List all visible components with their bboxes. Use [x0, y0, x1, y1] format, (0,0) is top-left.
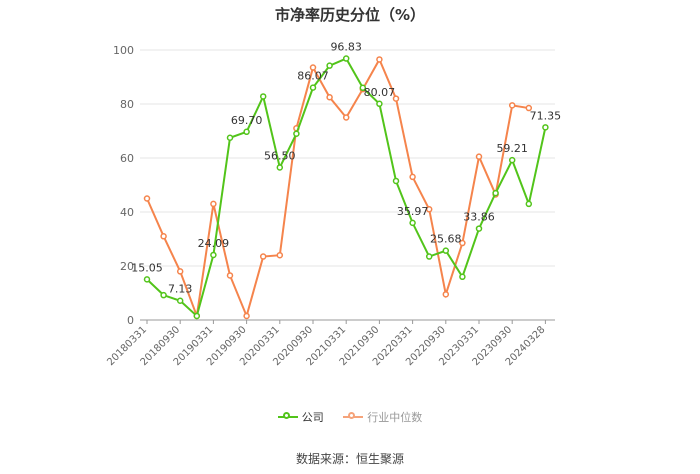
company-data-label: 15.05	[131, 261, 163, 274]
y-tick-label: 60	[120, 152, 134, 165]
company-point	[193, 312, 201, 320]
legend-item-company[interactable]: 公司	[277, 409, 324, 425]
legend-company-line-icon	[277, 412, 298, 419]
industry-point	[243, 312, 250, 320]
company-point	[409, 219, 416, 227]
company-point	[392, 177, 400, 185]
source-note: 数据来源：恒生聚源	[295, 452, 404, 466]
industry-point	[326, 94, 333, 101]
plot-area: 0204060801002018033120180930201903312019…	[105, 41, 561, 369]
industry-point	[459, 239, 466, 247]
company-point	[259, 93, 267, 100]
company-point	[359, 84, 367, 92]
industry-point	[160, 233, 167, 240]
industry-point	[392, 95, 400, 102]
legend: 公司 行业中位数	[0, 408, 700, 425]
company-point	[243, 128, 250, 136]
company-data-label: 80.07	[364, 86, 396, 99]
company-data-label: 69.70	[231, 114, 263, 127]
y-tick-label: 40	[120, 206, 134, 219]
industry-point	[226, 272, 234, 279]
company-point	[376, 100, 383, 108]
company-point	[309, 84, 317, 91]
industry-point	[309, 64, 317, 71]
company-point	[425, 253, 433, 260]
industry-point	[525, 104, 533, 112]
company-point	[508, 156, 516, 164]
company-data-label: 7.13	[168, 283, 193, 296]
company-data-label: 71.35	[530, 109, 562, 122]
company-point	[176, 297, 184, 304]
company-point	[226, 134, 234, 141]
industry-point	[342, 114, 350, 121]
y-tick-label: 80	[120, 98, 134, 111]
y-tick-label: 100	[113, 44, 134, 57]
company-point	[276, 164, 284, 171]
data-label-layer: 15.05 7.13 24.09 69.70 56.50 86.07 96.83 80.07 3…	[131, 41, 561, 296]
company-point	[293, 130, 300, 137]
industry-point	[259, 253, 267, 260]
y-tick-label: 20	[120, 260, 134, 273]
company-point	[525, 200, 533, 208]
legend-industry-line-icon	[343, 412, 364, 419]
company-data-label: 33.86	[463, 211, 495, 224]
company-point	[342, 55, 350, 62]
company-point	[459, 273, 466, 281]
industry-point	[442, 291, 450, 298]
industry-point	[508, 102, 516, 109]
company-point	[210, 251, 217, 259]
company-point	[475, 225, 483, 232]
industry-point	[143, 195, 151, 202]
company-data-label: 35.97	[397, 205, 429, 218]
industry-point	[425, 206, 433, 213]
company-point	[492, 189, 499, 197]
industry-point	[475, 153, 483, 160]
company-point	[160, 291, 167, 299]
company-data-label: 59.21	[496, 142, 528, 155]
company-data-label: 56.50	[264, 149, 296, 162]
company-point	[442, 247, 450, 254]
industry-point	[376, 56, 383, 63]
company-series-line	[146, 57, 547, 318]
series-layer	[143, 55, 549, 320]
industry-point	[176, 268, 184, 275]
company-data-label: 24.09	[198, 237, 230, 250]
chart-title: 市净率历史分位（%）	[274, 6, 426, 24]
industry-point	[210, 200, 217, 208]
industry-point	[276, 251, 284, 259]
legend-industry-label: 行业中位数	[367, 411, 423, 424]
company-point	[326, 62, 333, 69]
legend-company-label: 公司	[301, 411, 324, 424]
company-point	[143, 276, 151, 283]
y-tick-label: 0	[127, 314, 134, 327]
industry-point	[409, 173, 416, 181]
industry-series-line	[146, 57, 529, 320]
company-data-label: 96.83	[330, 41, 362, 54]
legend-item-industry[interactable]: 行业中位数	[343, 409, 422, 425]
company-data-label: 86.07	[297, 70, 329, 83]
company-data-label: 25.68	[430, 233, 462, 246]
company-point	[542, 124, 549, 131]
